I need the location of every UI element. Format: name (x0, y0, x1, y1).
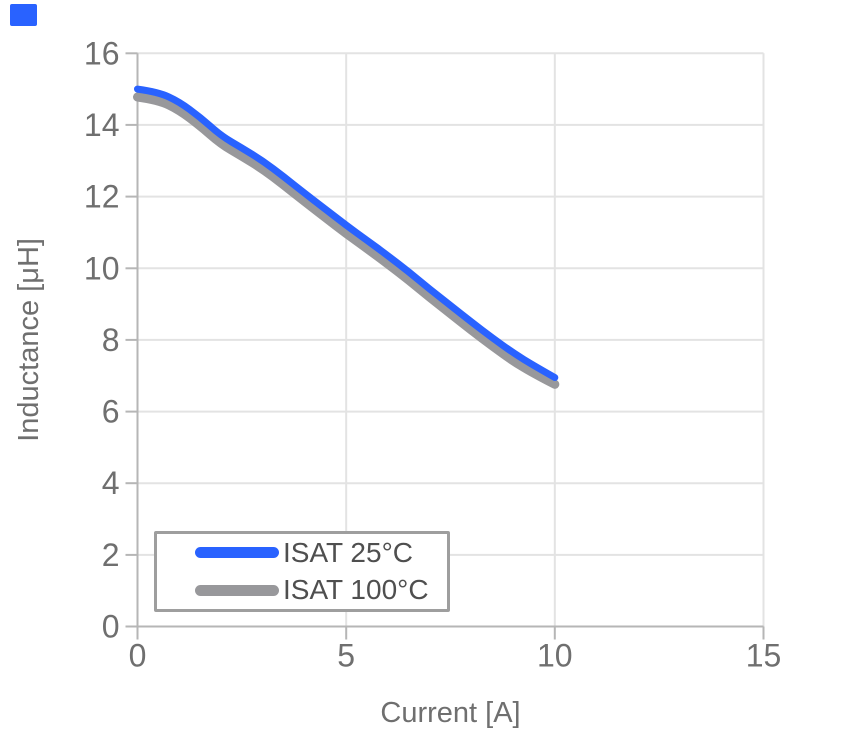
y-tick-label-10: 10 (84, 250, 120, 286)
x-tick-label-10: 10 (537, 638, 573, 674)
legend-item-isat-25c[interactable]: ISAT 25°C (157, 534, 447, 571)
y-tick-label-8: 8 (102, 322, 120, 358)
y-tick-label-0: 0 (102, 609, 120, 645)
y-tick-label-4: 4 (102, 465, 120, 501)
x-tick-label-0: 0 (129, 638, 147, 674)
legend-swatch-gray-line (195, 584, 279, 596)
series-line-isat-100-c (133, 92, 560, 389)
series-line-isat-25-c (134, 85, 559, 381)
selection-marker (10, 4, 37, 26)
y-tick-label-16: 16 (84, 35, 120, 71)
legend-label-isat-25c: ISAT 25°C (283, 536, 413, 568)
legend-item-isat-100c[interactable]: ISAT 100°C (157, 572, 447, 609)
legend-label-isat-100c: ISAT 100°C (283, 574, 429, 606)
y-tick-label-2: 2 (102, 537, 120, 573)
y-tick-label-12: 12 (84, 179, 120, 215)
y-tick-label-6: 6 (102, 394, 120, 430)
legend-swatch-blue-line (195, 547, 279, 559)
chart-legend: ISAT 25°C ISAT 100°C (154, 531, 450, 612)
y-axis-title: Inductance [μH] (13, 238, 45, 442)
x-axis-title: Current [A] (380, 697, 520, 729)
y-tick-label-14: 14 (84, 107, 120, 143)
x-tick-label-15: 15 (746, 638, 782, 674)
x-tick-label-5: 5 (337, 638, 355, 674)
